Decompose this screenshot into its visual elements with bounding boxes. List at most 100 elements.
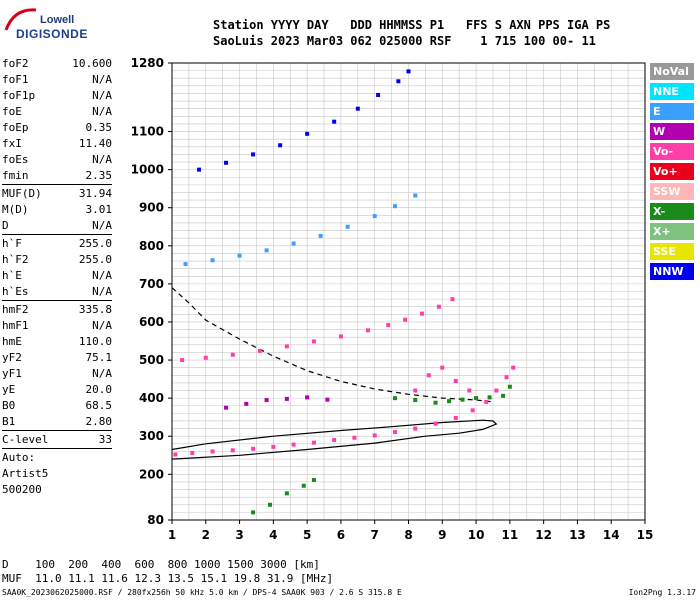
digisonde-logo: Lowell DIGISONDE (4, 6, 87, 44)
echo-point (338, 334, 343, 339)
echo-point (501, 393, 506, 398)
echo-point (251, 446, 256, 451)
echo-point (467, 388, 472, 393)
x-tick-label: 5 (303, 528, 311, 542)
param-row-fxi: fxI 11.40 (2, 136, 112, 152)
x-tick-label: 2 (202, 528, 210, 542)
legend-item-vo-: Vo+ (650, 163, 694, 180)
y-tick-label: 1000 (131, 163, 164, 177)
echo-point (365, 328, 370, 333)
param-separator (2, 448, 112, 449)
param-row-h-es: h`Es N/A (2, 284, 112, 300)
echo-point (311, 478, 316, 483)
param-value: N/A (92, 319, 112, 332)
x-tick-label: 10 (468, 528, 485, 542)
echo-point (284, 396, 289, 401)
echo-point (237, 253, 242, 258)
echo-point (487, 395, 492, 400)
param-row-h-f2: h`F2 255.0 (2, 252, 112, 268)
param-separator (2, 184, 112, 185)
legend-item-vo-: Vo- (650, 143, 694, 160)
echo-point (392, 430, 397, 435)
echo-point (311, 339, 316, 344)
echo-point (460, 397, 465, 402)
echo-point (278, 143, 283, 148)
logo-arc-icon (4, 8, 37, 31)
y-tick-label: 1280 (131, 56, 164, 70)
param-name: D (2, 219, 9, 232)
x-tick-label: 12 (535, 528, 552, 542)
param-row-fof1: foF1 N/A (2, 72, 112, 88)
param-name: foF1p (2, 89, 36, 102)
echo-point (332, 438, 337, 443)
param-name: B0 (2, 399, 16, 412)
echo-point (372, 433, 377, 438)
echo-point (264, 398, 269, 403)
echo-point (325, 397, 330, 402)
param-row-foes: foEs N/A (2, 152, 112, 168)
param-row-yf2: yF2 75.1 (2, 350, 112, 366)
echo-point (180, 358, 185, 363)
echo-point (305, 395, 310, 400)
param-value: 10.600 (72, 57, 112, 70)
x-tick-label: 11 (502, 528, 519, 542)
param-value: 33 (98, 433, 112, 446)
echo-point (433, 400, 438, 405)
echo-point (392, 204, 397, 209)
distance-row: D 100 200 400 600 800 1000 1500 3000 [km… (2, 558, 320, 571)
y-tick-label: 1100 (131, 125, 164, 139)
y-tick-label: 80 (147, 513, 164, 527)
echo-point (433, 421, 438, 426)
echo-point (470, 408, 475, 413)
echo-point (210, 258, 215, 263)
legend-item-nne: NNE (650, 83, 694, 100)
legend-item-sse: SSE (650, 243, 694, 260)
param-value: 335.8 (78, 303, 112, 316)
y-tick-label: 300 (139, 429, 164, 443)
param-value: N/A (92, 89, 112, 102)
param-value: 0.35 (85, 121, 113, 134)
echo-point (376, 92, 381, 97)
param-row-m-d-: M(D) 3.01 (2, 202, 112, 218)
parameters-panel: foF2 10.600 foF1 N/A foF1p N/A foE N/A foEp 0.35 f… (2, 56, 112, 498)
echo-point (203, 355, 208, 360)
auto-line: 500200 (2, 483, 42, 496)
auto-line: Auto: (2, 451, 36, 464)
legend-item-ssw: SSW (650, 183, 694, 200)
echo-point (267, 502, 272, 507)
param-name: foE (2, 105, 22, 118)
echo-point (264, 248, 269, 253)
param-value: N/A (92, 219, 112, 232)
y-tick-label: 800 (139, 239, 164, 253)
legend-item-e: E (650, 103, 694, 120)
param-name: hmF1 (2, 319, 29, 332)
x-tick-label: 8 (404, 528, 412, 542)
param-name: yF2 (2, 351, 22, 364)
muf-row: MUF 11.0 11.1 11.6 12.3 13.5 15.1 19.8 3… (2, 572, 334, 585)
echo-point (494, 388, 499, 393)
polarization-legend: NoVal NNE E W Vo- Vo+ SSW X- X+ SSE NNW (650, 63, 694, 283)
param-value: N/A (92, 367, 112, 380)
y-tick-label: 500 (139, 353, 164, 367)
x-tick-label: 14 (603, 528, 620, 542)
echo-point (251, 152, 256, 157)
echo-point (403, 317, 408, 322)
param-value: 2.80 (85, 415, 113, 428)
echo-point (436, 304, 441, 309)
echo-point (224, 160, 229, 165)
echo-point (301, 483, 306, 488)
echo-point (386, 323, 391, 328)
x-tick-label: 13 (569, 528, 586, 542)
param-name: foEs (2, 153, 29, 166)
echo-point (190, 450, 195, 455)
param-value: N/A (92, 153, 112, 166)
param-value: 20.0 (85, 383, 113, 396)
echo-point (197, 167, 202, 172)
echo-point (311, 440, 316, 445)
param-row-h-f: h`F 255.0 (2, 236, 112, 252)
x-tick-label: 15 (637, 528, 654, 542)
legend-item-noval: NoVal (650, 63, 694, 80)
echo-point (406, 69, 411, 74)
param-name: yE (2, 383, 16, 396)
